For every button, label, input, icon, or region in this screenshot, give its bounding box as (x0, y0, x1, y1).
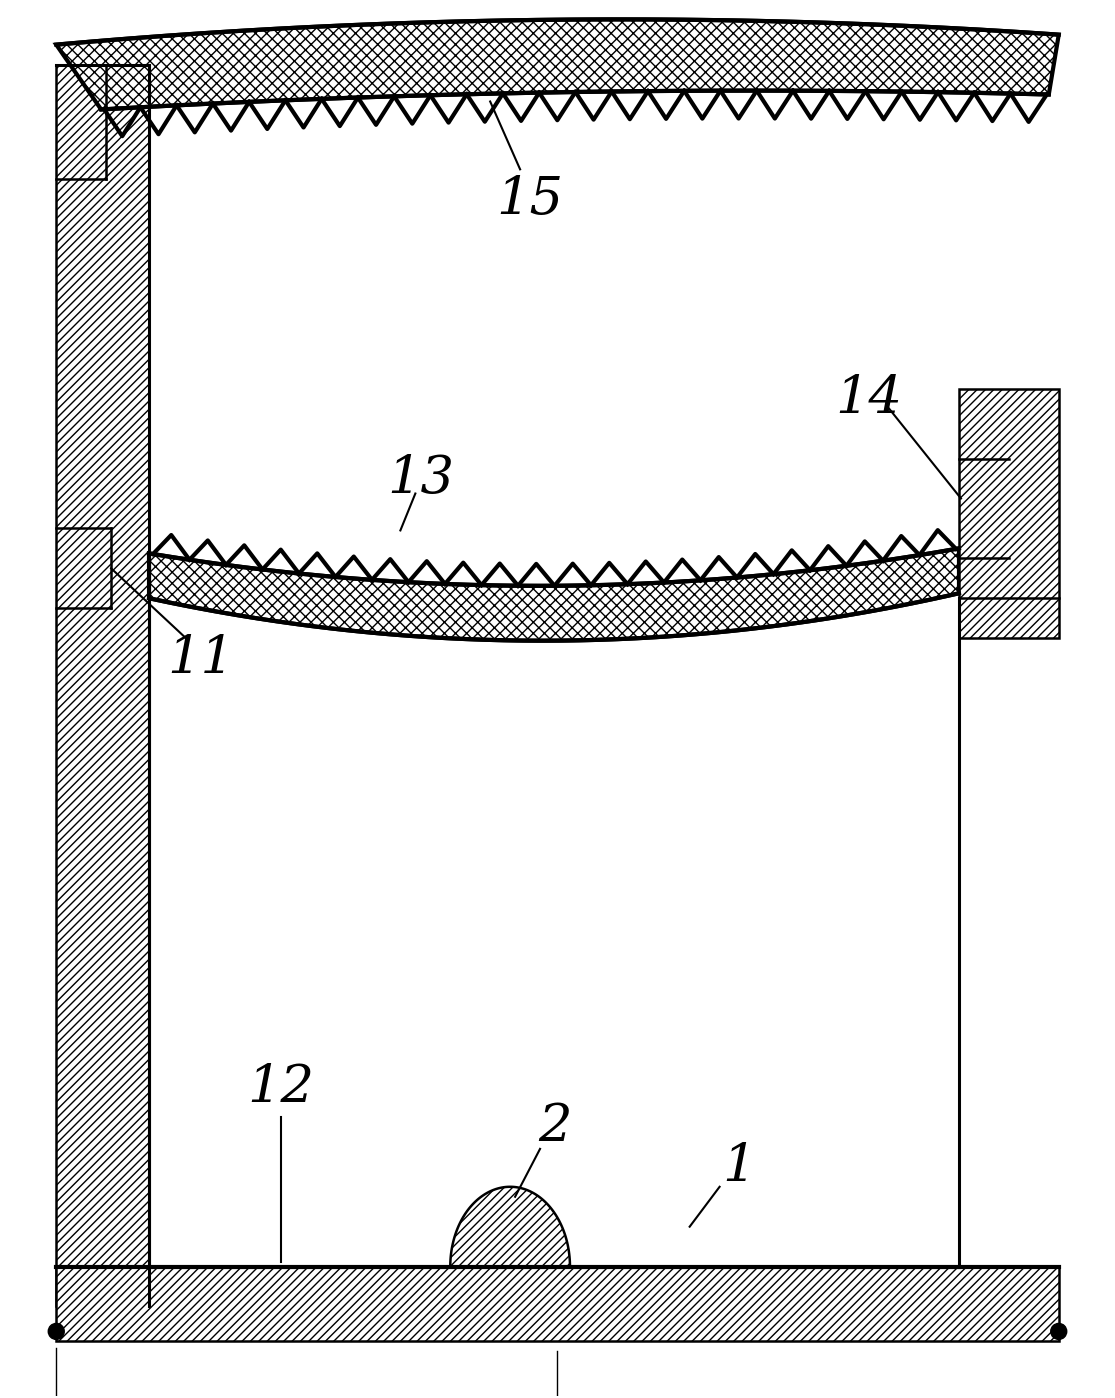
Bar (56, 64, 149, 1307)
Text: 1: 1 (723, 1141, 756, 1192)
Polygon shape (149, 548, 959, 640)
Bar (56, 64, 149, 1307)
Text: 15: 15 (496, 173, 563, 225)
Polygon shape (450, 1187, 570, 1267)
Text: 12: 12 (248, 1061, 314, 1113)
Text: 14: 14 (836, 373, 903, 424)
Text: 13: 13 (387, 453, 454, 505)
Circle shape (48, 1324, 65, 1339)
Bar (959, 389, 1059, 637)
Text: 11: 11 (167, 633, 234, 684)
Bar (959, 389, 1059, 637)
Bar (56, 1267, 1059, 1342)
Circle shape (1050, 1324, 1067, 1339)
Text: 2: 2 (539, 1102, 572, 1152)
Polygon shape (56, 20, 1059, 109)
Bar (56, 1267, 1059, 1342)
